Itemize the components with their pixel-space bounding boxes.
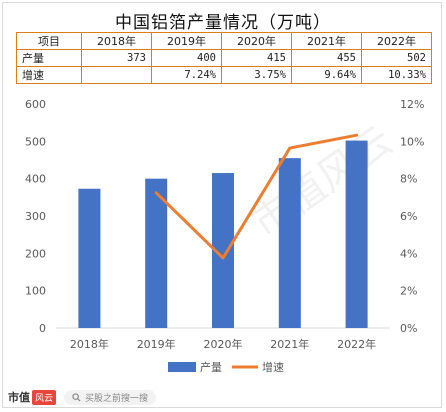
- table-cell: 502: [361, 49, 432, 67]
- y-right-tick-label: 2%: [400, 285, 417, 298]
- table-header-cell: 2021年: [291, 32, 362, 50]
- table-cell: 10.33%: [361, 66, 432, 84]
- legend-swatch-bar: [168, 362, 196, 372]
- table-cell: 9.64%: [291, 66, 362, 84]
- table-row-growth: 增速 7.24% 3.75% 9.64% 10.33%: [16, 66, 432, 84]
- chart-frame: [2, 2, 442, 408]
- x-tick-label: 2022年: [337, 337, 376, 351]
- table-header-row: 项目 2018年 2019年 2020年 2021年 2022年: [16, 32, 432, 50]
- line-point: [356, 134, 358, 136]
- bar: [345, 140, 368, 328]
- x-tick-label: 2018年: [70, 337, 109, 351]
- y-right-tick-label: 10%: [400, 135, 424, 148]
- y-left-tick-label: 600: [25, 98, 46, 111]
- x-tick-label: 2020年: [204, 337, 243, 351]
- growth-line: [154, 133, 359, 260]
- line-point: [222, 257, 224, 259]
- brand-seal: 风云: [32, 389, 57, 405]
- y-left-tick-label: 400: [25, 173, 46, 186]
- y-right-tick-label: 12%: [400, 98, 424, 111]
- y-left-tick-label: 500: [25, 135, 46, 148]
- legend-label: 产量: [200, 360, 222, 374]
- y-right-tick-label: 4%: [400, 247, 417, 260]
- line-point: [155, 192, 157, 194]
- x-tick-label: 2021年: [270, 337, 309, 351]
- y-right-tick-label: 0%: [400, 322, 417, 335]
- y-right-tick-label: 8%: [400, 173, 417, 186]
- chart-title: 中国铝箔产量情况（万吨）: [115, 13, 331, 33]
- table-cell: 7.24%: [151, 66, 222, 84]
- table-row-label: 产量: [16, 49, 82, 67]
- y-left-tick-label: 200: [25, 247, 46, 260]
- search-placeholder: 买股之前搜一搜: [85, 393, 149, 404]
- y-left-tick-label: 100: [25, 285, 46, 298]
- bar: [78, 188, 101, 328]
- search-icon: [72, 392, 81, 402]
- y-left-tick-label: 300: [25, 210, 46, 223]
- legend-label: 增速: [262, 360, 284, 374]
- search-box[interactable]: 买股之前搜一搜: [64, 389, 157, 405]
- footer: 市值 风云 买股之前搜一搜: [8, 388, 157, 406]
- y-left-tick-label: 0: [39, 322, 46, 335]
- brand-name: 市值: [8, 391, 30, 404]
- table-row-label: 增速: [16, 66, 82, 84]
- table-cell: 3.75%: [221, 66, 292, 84]
- bar: [212, 173, 234, 328]
- line-point: [289, 147, 291, 149]
- bar: [278, 158, 301, 328]
- x-tick-label: 2019年: [137, 337, 176, 351]
- y-right-tick-label: 6%: [400, 210, 417, 223]
- bar: [145, 178, 168, 328]
- data-table: 项目 2018年 2019年 2020年 2021年 2022年 产量 373 …: [16, 32, 432, 84]
